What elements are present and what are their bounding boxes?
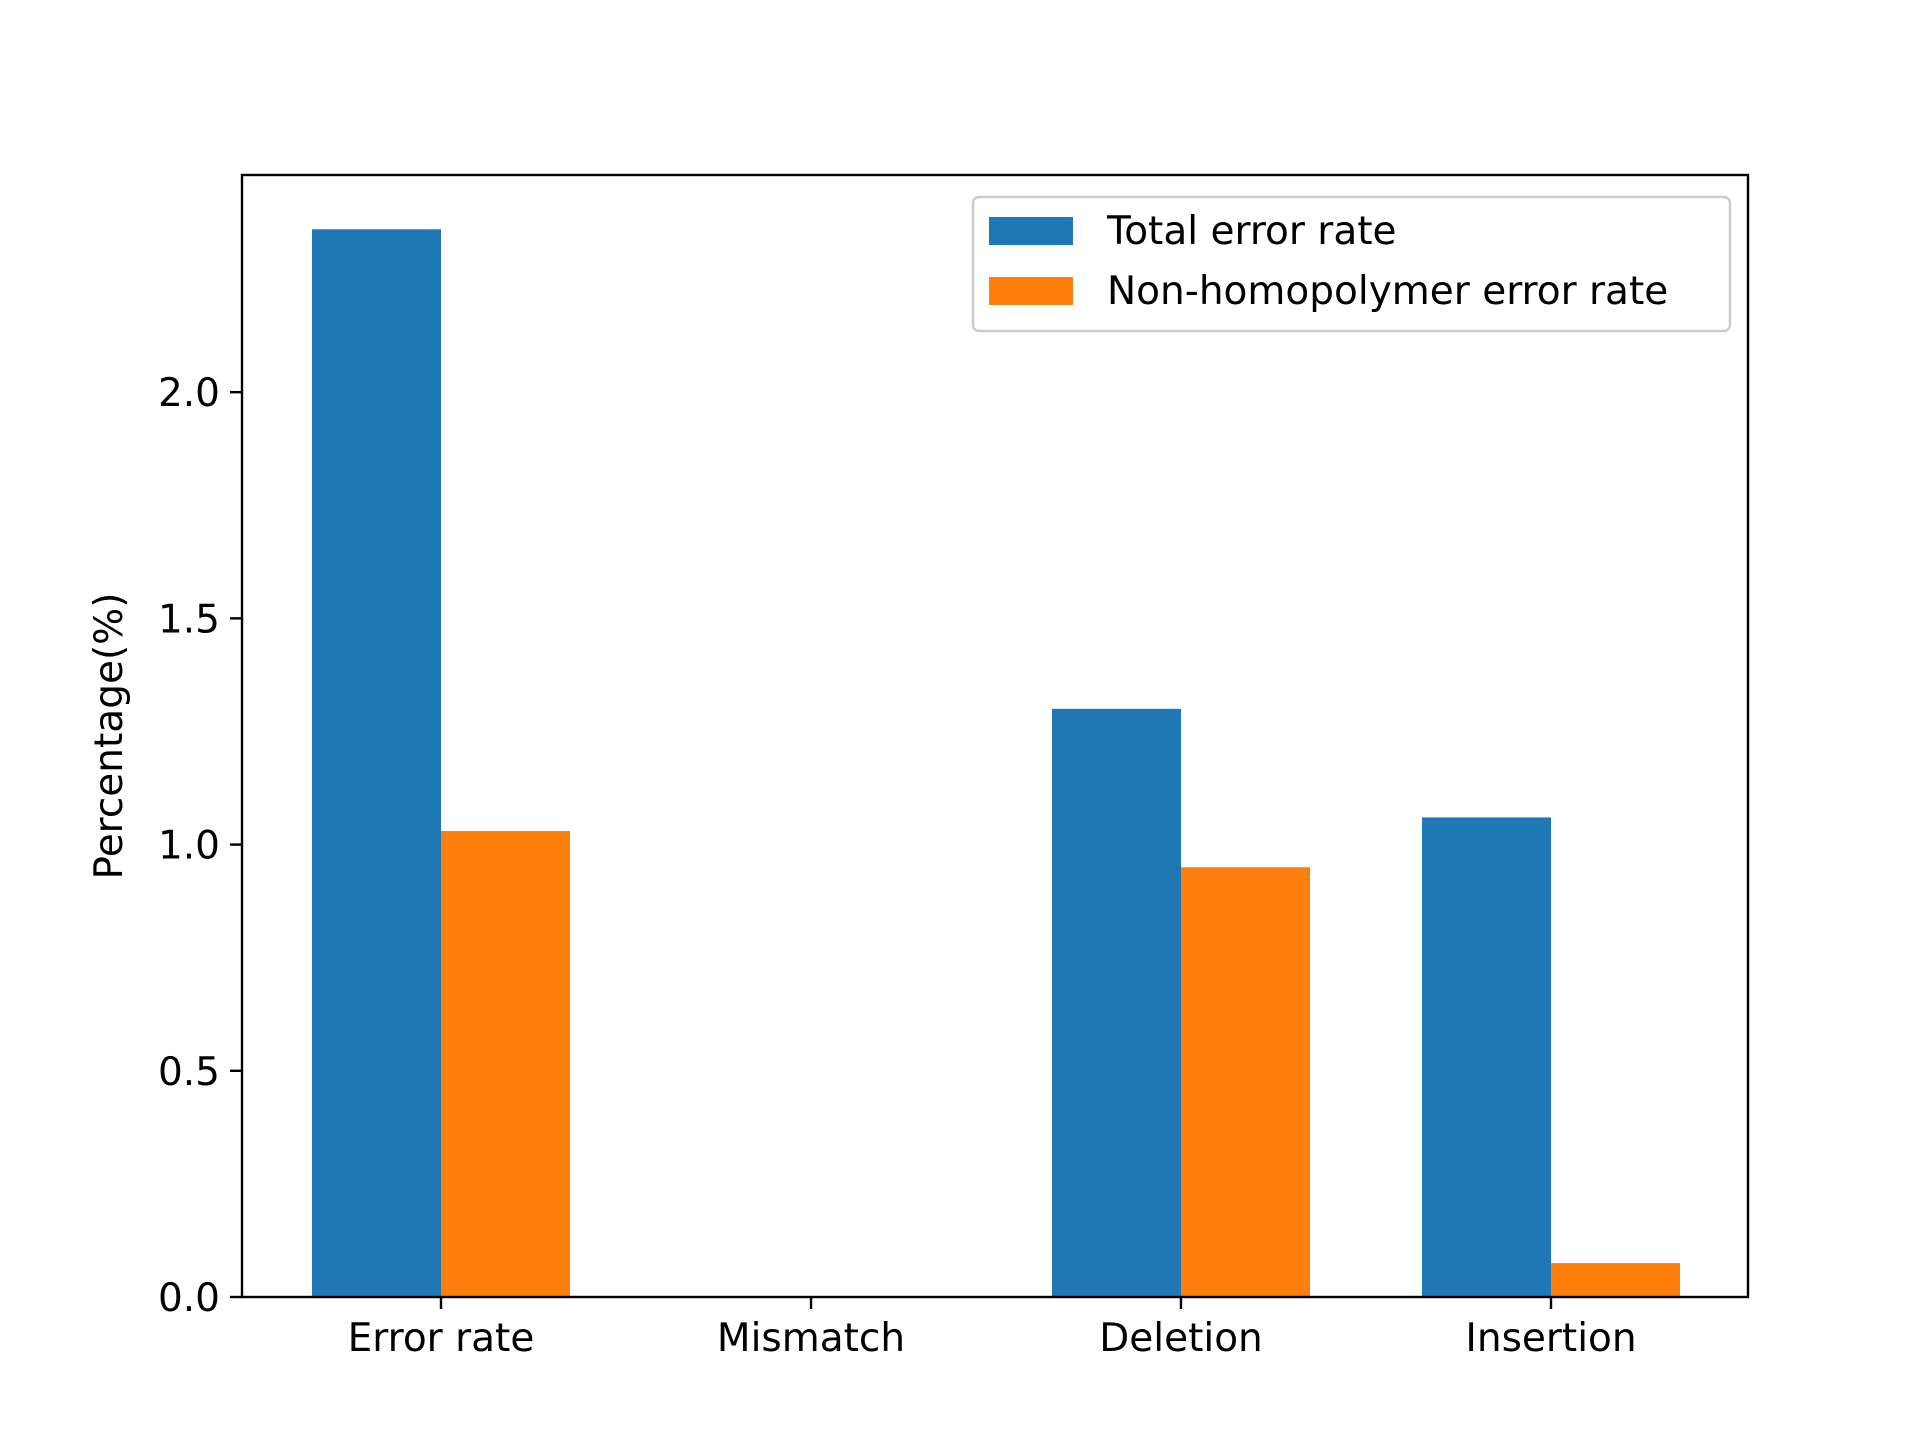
y-axis-ticks: 0.0 0.5 1.0 1.5 2.0: [158, 371, 242, 1321]
x-tick-label: Error rate: [348, 1316, 535, 1361]
y-tick-label: 1.0: [158, 824, 220, 869]
y-tick-label: 1.5: [158, 597, 220, 642]
legend-label-total: Total error rate: [1106, 209, 1397, 254]
y-axis-label: Percentage(%): [87, 593, 132, 880]
x-tick-label: Deletion: [1099, 1316, 1263, 1361]
legend-swatch-non-homopolymer: [989, 277, 1073, 305]
bar-non-homopolymer-0: [441, 831, 570, 1297]
legend-swatch-total: [989, 217, 1073, 245]
y-tick-label: 2.0: [158, 371, 220, 416]
bar-total-2: [1052, 708, 1181, 1297]
x-tick-label: Insertion: [1465, 1316, 1636, 1361]
axes-frame: [240, 173, 1750, 1299]
y-tick-label: 0.0: [158, 1276, 220, 1321]
x-axis-ticks: Error rate Mismatch Deletion Insertion: [348, 1297, 1637, 1361]
bar-total-3: [1422, 817, 1551, 1297]
legend-label-non-homopolymer: Non-homopolymer error rate: [1107, 269, 1668, 314]
legend-box: [971, 195, 1732, 333]
bar-non-homopolymer-2: [1181, 867, 1310, 1297]
plot-area: 0.0 0.5 1.0 1.5 2.0 Error rate Mismatch Deleti…: [87, 173, 1750, 1361]
bar-non-homopolymer-3: [1551, 1263, 1680, 1297]
x-tick-label: Mismatch: [717, 1316, 905, 1361]
legend: Total error rate Non-homopolymer error r…: [971, 195, 1732, 333]
bars-group: [312, 229, 1680, 1298]
y-tick-label: 0.5: [158, 1050, 220, 1095]
bar-total-0: [312, 229, 441, 1298]
